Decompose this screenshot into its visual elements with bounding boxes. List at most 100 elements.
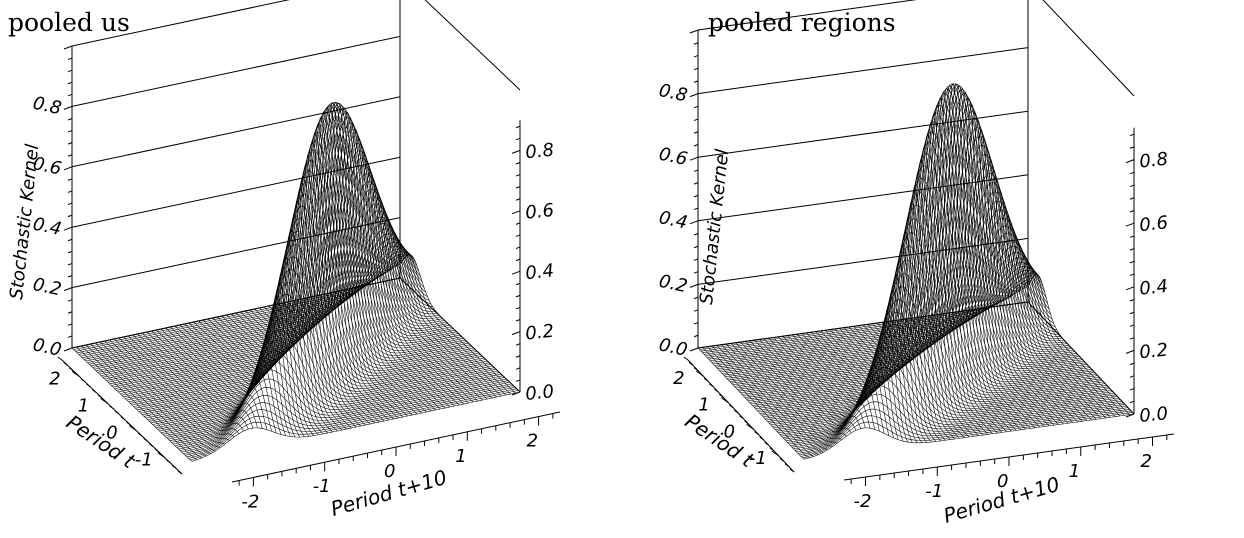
right-z-minor-tick — [516, 380, 520, 382]
left-z-minor-tick — [694, 144, 698, 146]
left-z-minor-tick — [68, 300, 72, 302]
left-z-minor-tick — [68, 336, 72, 338]
right-z-tick-label: 0.8 — [524, 139, 555, 163]
left-z-major-tick — [64, 167, 72, 170]
right-z-major-tick — [1126, 287, 1134, 290]
left-z-minor-tick — [68, 312, 72, 314]
left-z-minor-tick — [694, 234, 698, 236]
left-z-minor-tick — [694, 272, 698, 274]
left-z-minor-tick — [68, 82, 72, 84]
mesh-line-const-y — [135, 109, 463, 409]
right-z-minor-tick — [1130, 185, 1134, 187]
right-z-tick-label: 0.0 — [524, 381, 555, 405]
left-z-minor-tick — [694, 132, 698, 134]
mesh-line-const-y — [117, 129, 445, 390]
left-z-tick-label: 0.6 — [657, 144, 689, 170]
left-z-minor-tick — [694, 55, 698, 57]
right-z-major-tick — [1126, 160, 1134, 163]
y-tick-label: 2 — [673, 368, 684, 389]
x-tick-label: 1 — [455, 446, 466, 467]
left-z-minor-tick — [68, 70, 72, 72]
y-major-tick — [129, 426, 136, 431]
left-z-minor-tick — [68, 155, 72, 157]
chart-panel-right: pooled regions 0.0 0.2 0.4 0.6 0.8 0.0 0.2 0.4 0… — [622, 0, 1244, 538]
right-z-minor-tick — [1130, 312, 1134, 314]
mesh-line-const-x — [854, 159, 960, 438]
left-z-minor-tick — [68, 143, 72, 145]
x-axis — [844, 434, 1174, 486]
surface-plot: 0.00.20.40.60.80.00.20.40.60.8-2-1012Per… — [0, 0, 622, 538]
right-z-minor-tick — [516, 126, 520, 128]
right-z-minor-tick — [1130, 134, 1134, 136]
left-z-major-tick — [690, 157, 698, 160]
left-z-minor-tick — [68, 215, 72, 217]
x-tick-label: -2 — [241, 491, 259, 512]
mesh-line-const-y — [710, 262, 1040, 360]
left-z-minor-tick — [694, 259, 698, 261]
right-z-tick-label: 0.2 — [1138, 339, 1169, 363]
left-z-minor-tick — [694, 119, 698, 121]
left-z-minor-tick — [68, 58, 72, 60]
left-z-major-tick — [690, 348, 698, 351]
left-z-minor-tick — [68, 263, 72, 265]
left-z-minor-tick — [68, 276, 72, 278]
right-z-minor-tick — [1130, 249, 1134, 251]
right-z-major-tick — [512, 150, 520, 153]
left-z-minor-tick — [694, 106, 698, 108]
back-wall-top-edge — [698, 0, 1028, 30]
right-z-minor-tick — [516, 175, 520, 177]
right-z-minor-tick — [516, 356, 520, 358]
mesh-line-const-y — [781, 287, 1111, 436]
right-z-minor-tick — [516, 368, 520, 370]
left-z-minor-tick — [68, 251, 72, 253]
left-z-minor-tick — [694, 195, 698, 197]
left-z-minor-tick — [694, 81, 698, 83]
left-z-minor-tick — [68, 94, 72, 96]
right-z-minor-tick — [516, 235, 520, 237]
surface-plot: 0.00.20.40.60.80.00.20.40.60.8-2-1012Per… — [622, 0, 1244, 538]
right-z-tick-label: 0.2 — [524, 321, 555, 345]
right-z-minor-tick — [516, 307, 520, 309]
left-z-minor-tick — [68, 179, 72, 181]
left-z-minor-tick — [68, 239, 72, 241]
x-axis — [232, 412, 560, 486]
right-z-tick-label: 0.0 — [1138, 403, 1169, 427]
right-z-minor-tick — [1130, 198, 1134, 200]
side-wall-top-edge — [1028, 0, 1134, 96]
right-z-major-tick — [512, 271, 520, 274]
right-z-minor-tick — [516, 259, 520, 261]
right-z-minor-tick — [516, 247, 520, 249]
mesh-line-const-y — [707, 270, 1037, 357]
right-z-minor-tick — [516, 295, 520, 297]
x-tick-label: 1 — [1069, 461, 1080, 482]
right-z-major-tick — [1126, 350, 1134, 353]
right-z-minor-tick — [516, 187, 520, 189]
left-z-major-tick — [64, 348, 72, 351]
left-z-minor-tick — [694, 246, 698, 248]
left-z-minor-tick — [68, 324, 72, 326]
right-z-minor-tick — [1130, 338, 1134, 340]
right-z-minor-tick — [516, 283, 520, 285]
right-z-minor-tick — [516, 320, 520, 322]
right-z-minor-tick — [1130, 401, 1134, 403]
left-z-minor-tick — [68, 118, 72, 120]
left-z-tick-label: 0.8 — [657, 80, 689, 106]
right-z-axis — [1126, 128, 1134, 417]
left-z-minor-tick — [694, 208, 698, 210]
right-z-minor-tick — [516, 162, 520, 164]
y-axis-label: Period t — [681, 409, 759, 473]
mesh-line-const-y — [703, 278, 1033, 353]
z-gridline — [72, 36, 400, 106]
right-z-tick-label: 0.8 — [1138, 149, 1169, 173]
left-z-minor-tick — [694, 43, 698, 45]
left-z-major-tick — [690, 30, 698, 33]
y-major-tick — [72, 371, 79, 376]
left-z-major-tick — [690, 221, 698, 224]
chart-panel-left: pooled us 0.0 0.2 0.4 0.6 0.8 0.0 0.2 0.4 0.6 0.8… — [0, 0, 622, 538]
right-z-minor-tick — [1130, 376, 1134, 378]
surface-mesh — [72, 102, 520, 461]
left-z-minor-tick — [68, 131, 72, 133]
left-z-minor-tick — [68, 191, 72, 193]
right-z-minor-tick — [1130, 363, 1134, 365]
right-z-tick-label: 0.6 — [524, 200, 555, 224]
